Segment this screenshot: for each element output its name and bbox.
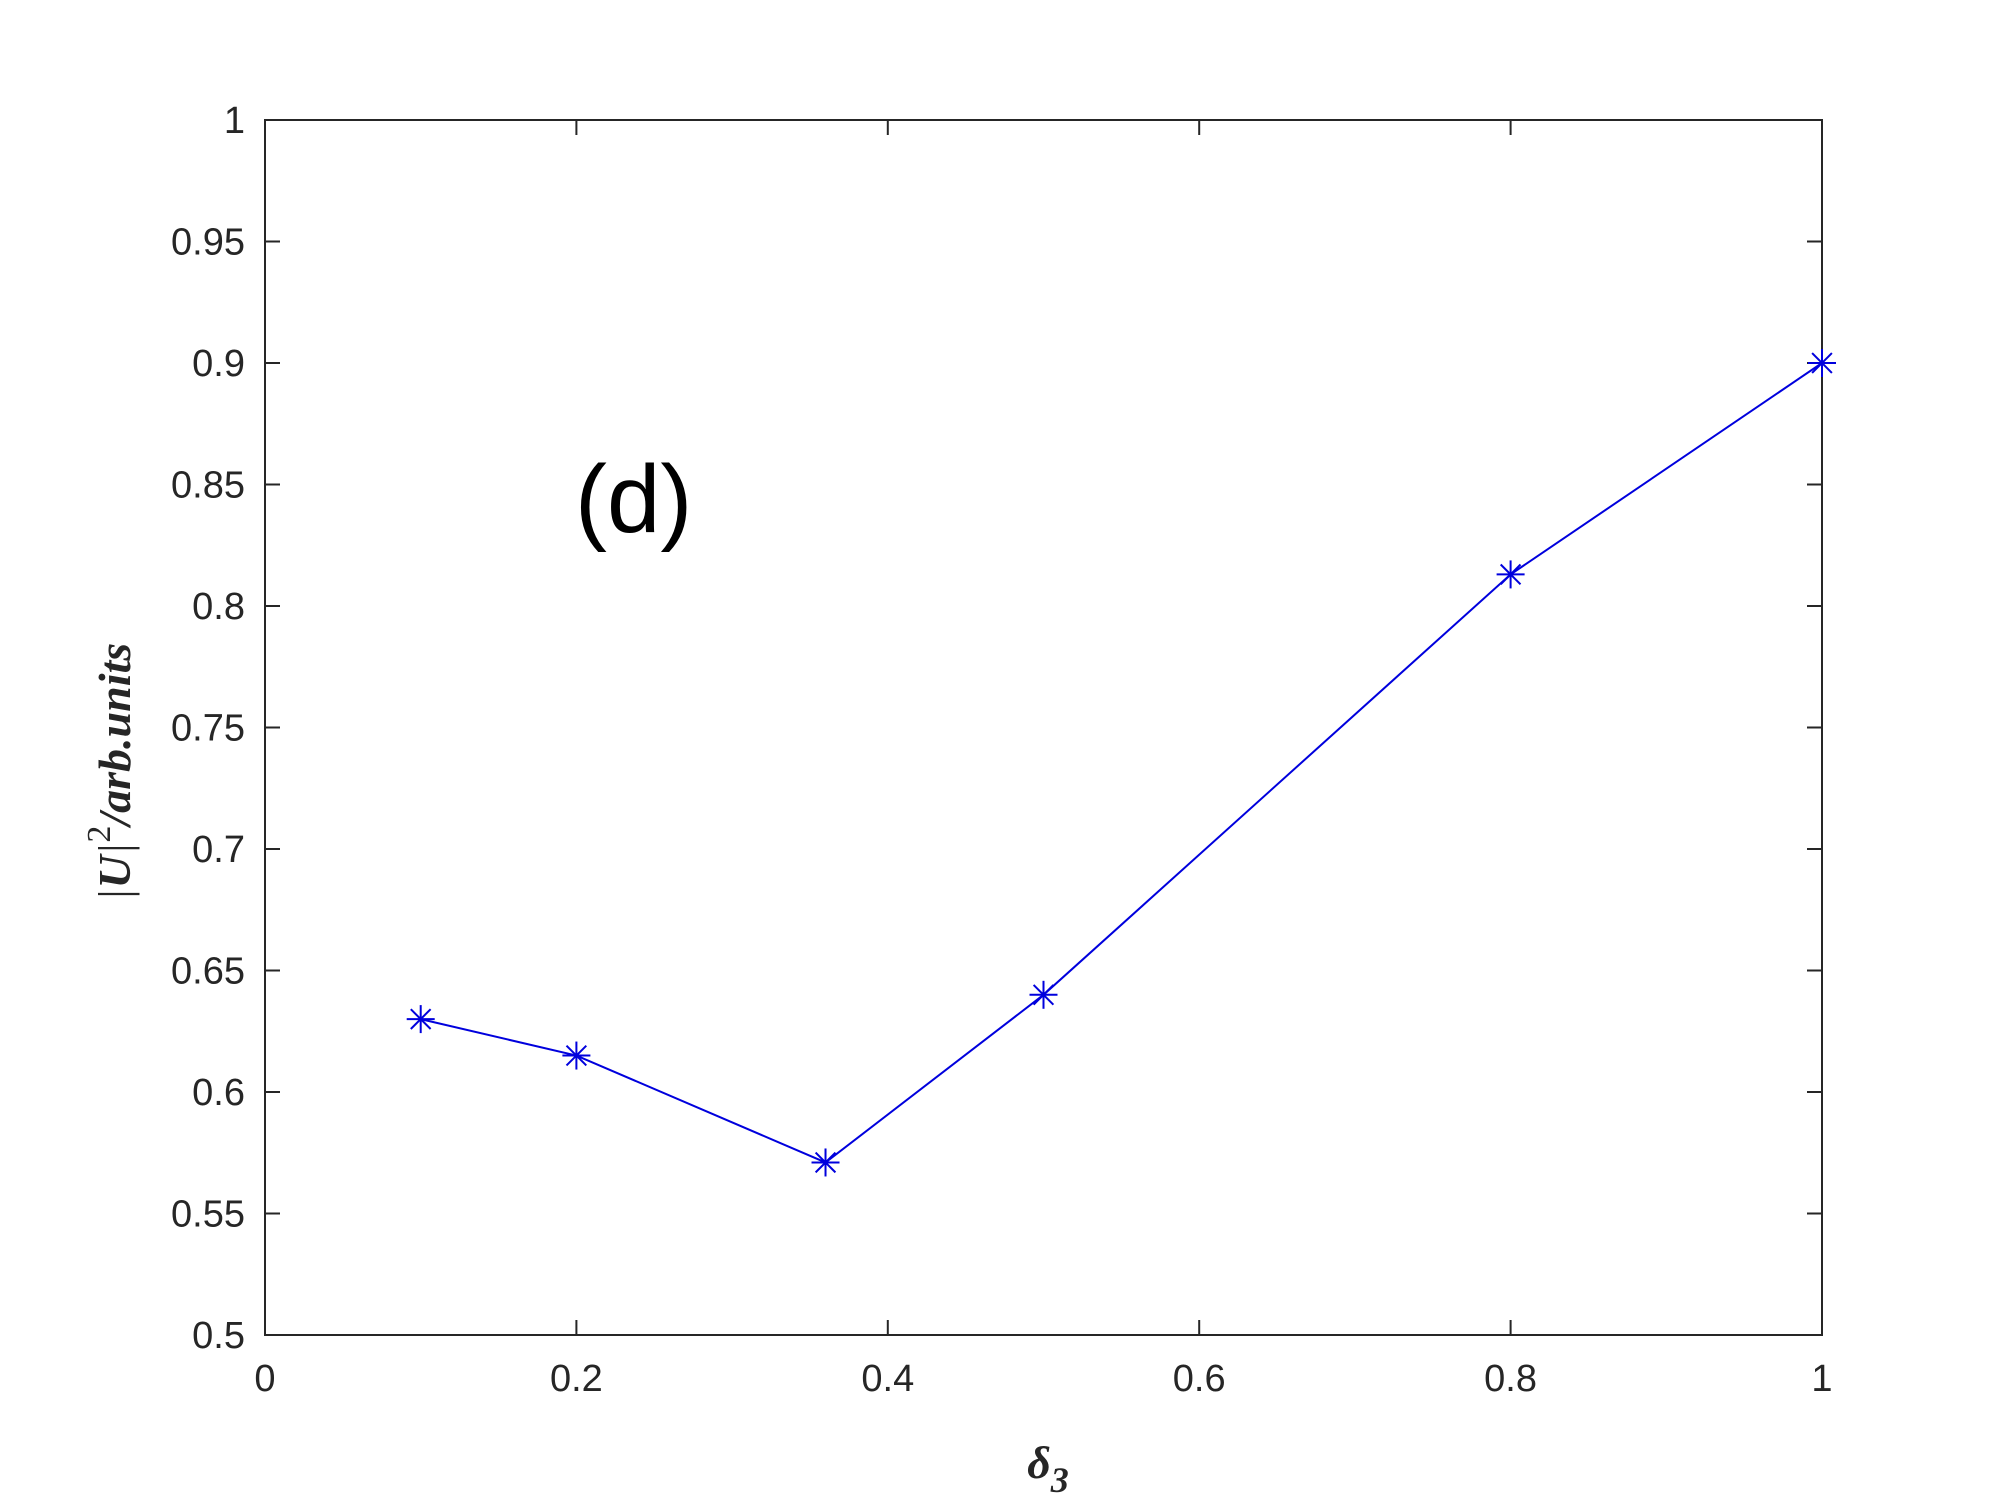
x-tick-label: 0 xyxy=(254,1358,275,1400)
y-axis-label-bar-left: | xyxy=(89,889,140,902)
y-tick-label: 0.75 xyxy=(171,708,245,750)
y-axis-label-bar-right: | xyxy=(89,843,140,856)
data-point-marker xyxy=(562,1041,591,1070)
plot-area-frame xyxy=(264,119,1823,1336)
x-axis-label-subscript: 3 xyxy=(1050,1460,1069,1500)
y-tick-label: 1 xyxy=(224,100,245,142)
y-tick-label: 0.65 xyxy=(171,951,245,993)
x-axis-label-symbol: δ xyxy=(1027,1437,1051,1488)
y-axis-label-superscript: 2 xyxy=(81,826,118,843)
panel-label: (d) xyxy=(575,446,692,553)
data-point-marker xyxy=(1029,980,1058,1009)
x-tick-label: 0.8 xyxy=(1484,1358,1537,1400)
y-tick-label: 0.55 xyxy=(171,1194,245,1236)
x-tick-label: 0.4 xyxy=(861,1358,914,1400)
y-axis-label-units: /arb.units xyxy=(89,643,140,829)
x-axis-label: δ3 xyxy=(1027,1437,1069,1500)
y-tick-label: 0.5 xyxy=(192,1315,245,1357)
data-point-marker xyxy=(1496,560,1525,589)
y-tick-label: 0.9 xyxy=(192,343,245,385)
data-point-marker xyxy=(1808,349,1836,377)
y-tick-label: 0.95 xyxy=(171,222,245,264)
y-tick-label: 0.8 xyxy=(192,586,245,628)
data-point-marker xyxy=(811,1148,840,1177)
y-tick-label: 0.7 xyxy=(192,829,245,871)
x-tick-label: 1 xyxy=(1811,1358,1832,1400)
y-tick-label: 0.85 xyxy=(171,465,245,507)
series-layer xyxy=(406,349,1836,1177)
y-axis-label: |U|2/arb.units xyxy=(81,643,140,901)
series-line xyxy=(420,362,1823,1164)
y-axis-label-variable: U xyxy=(89,853,140,889)
x-tick-label: 0.2 xyxy=(550,1358,603,1400)
x-tick-label: 0.6 xyxy=(1173,1358,1226,1400)
y-tick-labels: 0.5 0.55 0.6 0.65 0.7 0.75 0.8 0.85 0.9 0.95 1 xyxy=(171,100,245,1357)
x-tick-labels: 0 0.2 0.4 0.6 0.8 1 xyxy=(254,1358,1832,1400)
data-point-marker xyxy=(406,1005,435,1034)
y-tick-label: 0.6 xyxy=(192,1072,245,1114)
